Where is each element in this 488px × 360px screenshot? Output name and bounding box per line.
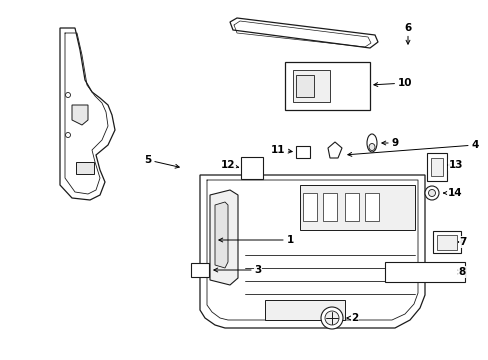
Bar — [345, 193, 358, 221]
Polygon shape — [215, 202, 227, 268]
Text: 5: 5 — [144, 155, 179, 168]
Text: 13: 13 — [447, 160, 462, 170]
Bar — [364, 193, 378, 221]
Text: 1: 1 — [219, 235, 293, 245]
Bar — [323, 193, 336, 221]
Bar — [384, 262, 464, 282]
Polygon shape — [200, 175, 424, 328]
Polygon shape — [327, 142, 341, 158]
Text: 11: 11 — [270, 145, 291, 155]
Bar — [432, 231, 460, 253]
Text: 14: 14 — [443, 188, 461, 198]
Polygon shape — [229, 18, 377, 48]
Polygon shape — [292, 70, 329, 102]
Text: 2: 2 — [346, 313, 358, 323]
Bar — [191, 263, 208, 277]
Text: 6: 6 — [404, 23, 411, 44]
Text: 9: 9 — [381, 138, 398, 148]
Text: 7: 7 — [458, 237, 466, 247]
Ellipse shape — [427, 189, 435, 197]
Polygon shape — [285, 62, 369, 110]
Bar — [303, 193, 316, 221]
Text: 12: 12 — [220, 160, 238, 170]
Bar — [76, 162, 94, 174]
Bar — [426, 153, 446, 181]
Bar — [241, 157, 263, 179]
Ellipse shape — [424, 186, 438, 200]
Polygon shape — [72, 105, 88, 125]
Bar — [264, 300, 345, 320]
Ellipse shape — [320, 307, 342, 329]
Polygon shape — [299, 185, 414, 230]
Text: 4: 4 — [347, 140, 478, 156]
Text: 3: 3 — [213, 265, 261, 275]
Ellipse shape — [368, 144, 374, 150]
Ellipse shape — [366, 134, 376, 152]
Polygon shape — [60, 28, 115, 200]
Ellipse shape — [65, 132, 70, 138]
Bar — [295, 75, 313, 97]
Ellipse shape — [65, 93, 70, 98]
Polygon shape — [209, 190, 238, 285]
Polygon shape — [295, 146, 309, 158]
Text: 10: 10 — [373, 78, 411, 88]
Bar — [436, 234, 456, 249]
Ellipse shape — [325, 311, 338, 325]
Text: 8: 8 — [457, 267, 465, 277]
Bar — [430, 158, 442, 176]
